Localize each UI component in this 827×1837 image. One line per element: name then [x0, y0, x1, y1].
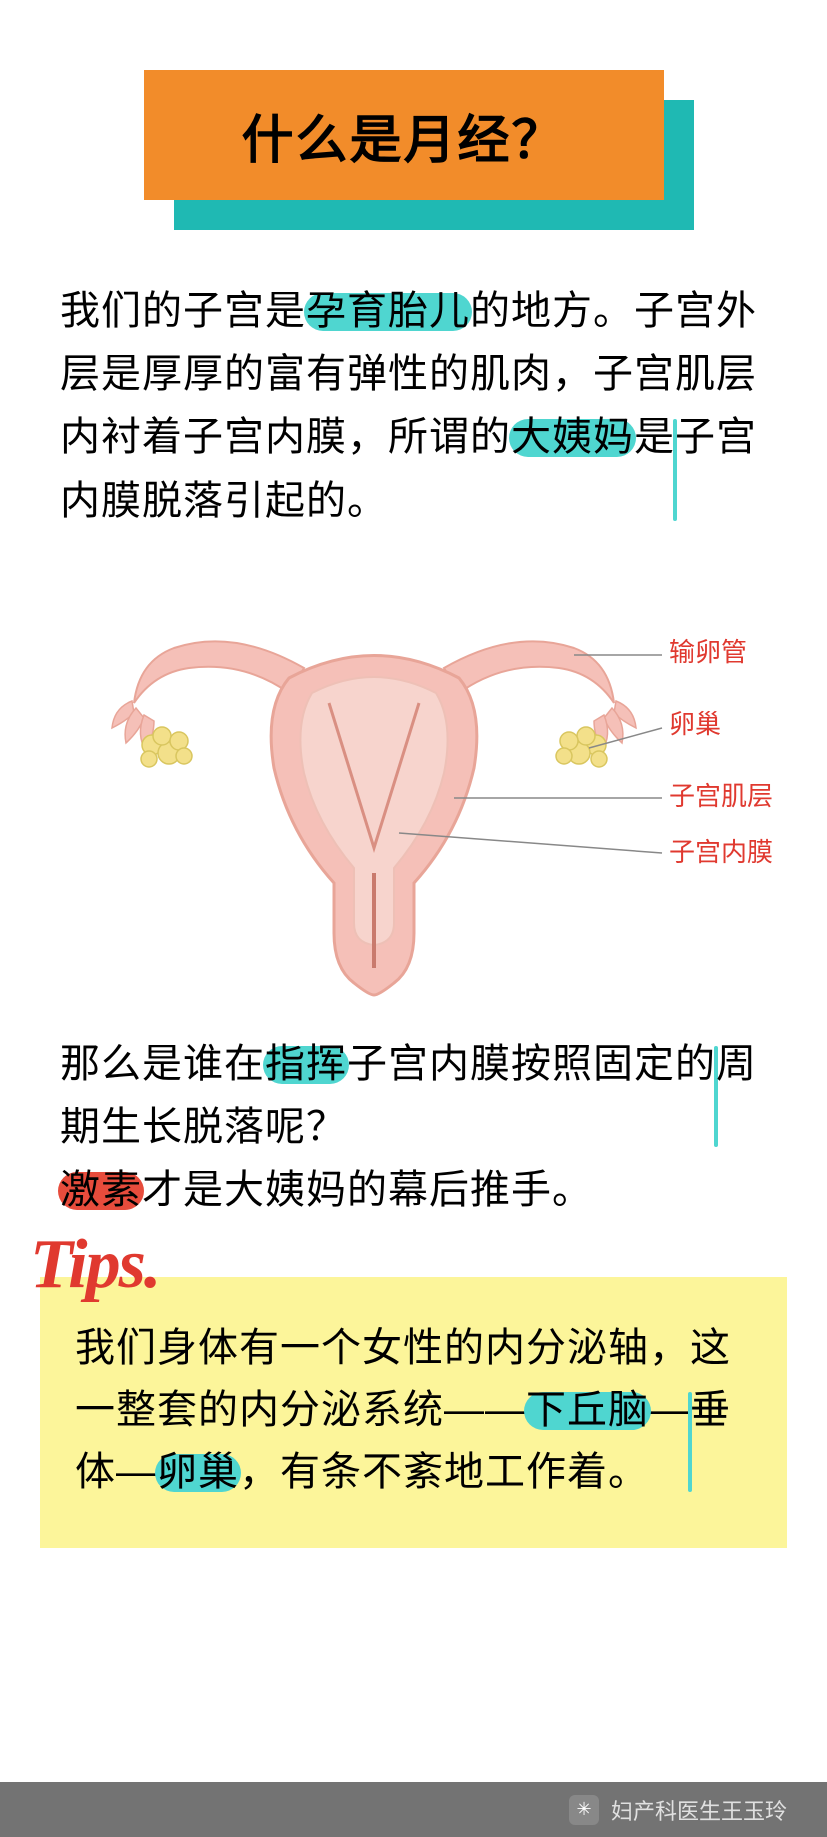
- paragraph-2: 那么是谁在指挥子宫内膜按照固定的周期生长脱落呢？: [60, 1033, 767, 1159]
- highlight-teal: 卵巢: [157, 1450, 239, 1494]
- highlight-teal: 孕育胎儿: [306, 289, 470, 333]
- highlight-teal: 周期生长脱落: [60, 1042, 757, 1149]
- paragraph-3: 激素才是大姨妈的幕后推手。: [60, 1159, 767, 1222]
- highlight-red: 激素: [60, 1168, 142, 1212]
- diagram-label-4: 子宫内膜: [669, 837, 773, 867]
- footer-bar: ✳ 妇产科医生王玉玲: [0, 1782, 827, 1837]
- footer-text: 妇产科医生王玉玲: [611, 1794, 787, 1826]
- tips-block: Tips. 我们身体有一个女性的内分泌轴，这一整套的内分泌系统——下丘脑—垂体—…: [40, 1277, 787, 1548]
- title-block: 什么是月经？: [144, 70, 684, 220]
- wechat-icon: ✳: [569, 1795, 599, 1825]
- page-title: 什么是月经？: [241, 98, 565, 173]
- title-box: 什么是月经？: [144, 70, 664, 200]
- highlight-teal: 下丘脑: [526, 1388, 649, 1432]
- highlight-teal: 指挥: [265, 1042, 347, 1086]
- diagram-label-3: 子宫肌层: [669, 781, 773, 811]
- tips-label: Tips.: [30, 1225, 159, 1305]
- highlight-teal: 大姨妈: [511, 415, 634, 459]
- paragraph-1: 我们的子宫是孕育胎儿的地方。子宫外层是厚厚的富有弹性的肌肉，子宫肌层内衬着子宫内…: [60, 280, 767, 533]
- tips-box: 我们身体有一个女性的内分泌轴，这一整套的内分泌系统——下丘脑—垂体—卵巢，有条不…: [40, 1277, 787, 1548]
- diagram-label-2: 卵巢: [669, 709, 721, 739]
- highlight-teal: 子宫内膜脱落: [60, 415, 757, 522]
- diagram-label-1: 输卵管: [669, 637, 747, 667]
- uterus-diagram: 输卵管 卵巢 子宫肌层 子宫内膜: [54, 573, 774, 1003]
